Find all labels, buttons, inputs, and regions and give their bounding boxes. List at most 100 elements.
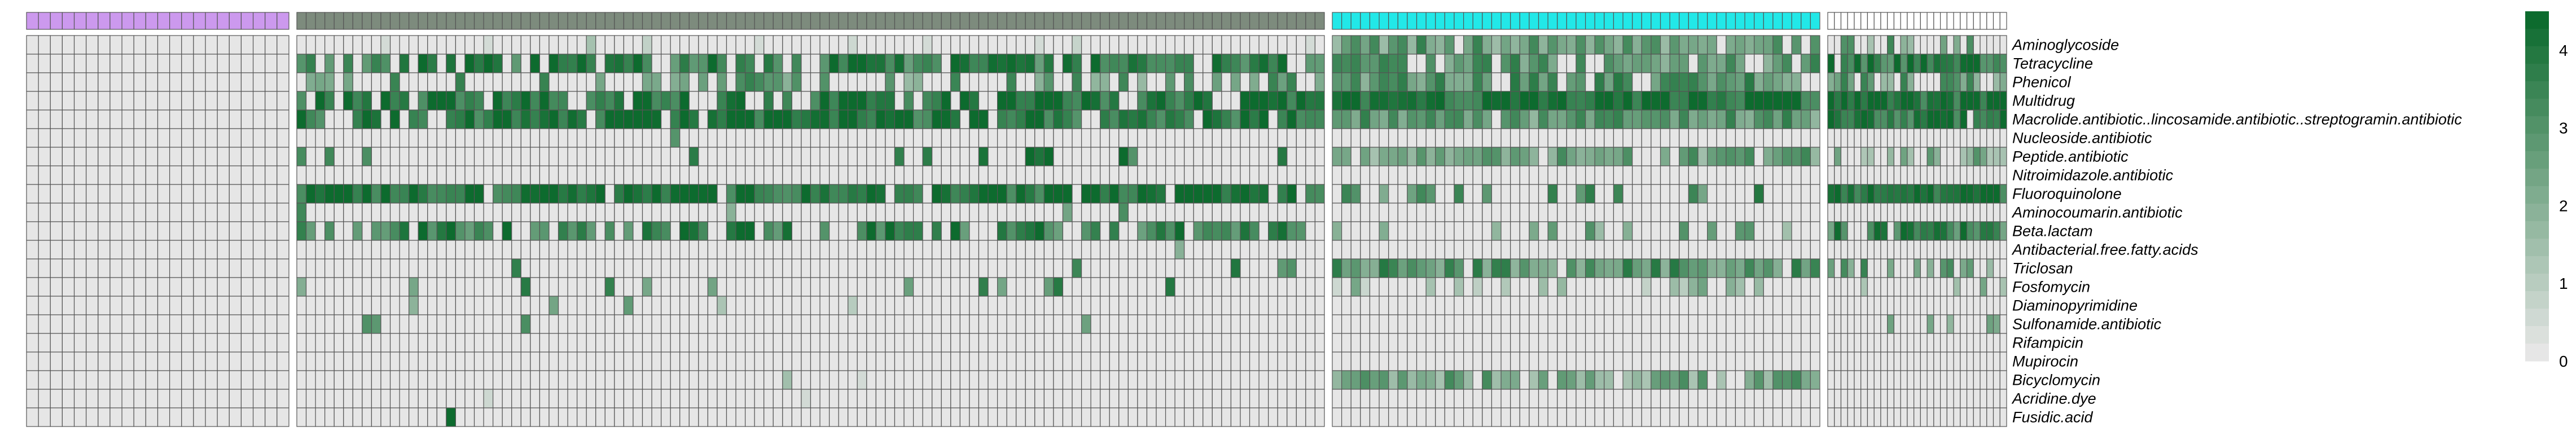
heatmap-cell xyxy=(848,165,858,185)
heatmap-cell xyxy=(1435,389,1445,408)
heatmap-cell xyxy=(1249,35,1260,55)
heatmap-cell xyxy=(829,333,839,353)
heatmap-cell xyxy=(1966,147,1974,166)
heatmap-cell xyxy=(530,314,541,334)
heatmap-cell xyxy=(1847,333,1855,353)
heatmap-cell xyxy=(577,407,587,427)
heatmap-cell xyxy=(1379,389,1389,408)
heatmap-cell xyxy=(217,147,230,166)
heatmap-cell xyxy=(1444,240,1455,260)
heatmap-cell xyxy=(1062,72,1073,92)
heatmap-cell xyxy=(1900,370,1908,390)
heatmap-cell xyxy=(530,91,541,111)
heatmap-cell xyxy=(903,296,914,315)
heatmap-cell xyxy=(1538,240,1548,260)
heatmap-cell xyxy=(642,296,652,315)
heatmap-cell xyxy=(1203,54,1213,73)
heatmap-cell xyxy=(1697,203,1708,222)
heatmap-cell xyxy=(1510,240,1520,260)
heatmap-cell xyxy=(1016,54,1026,73)
heatmap-cell xyxy=(1847,351,1855,371)
heatmap-cell xyxy=(1174,72,1185,92)
heatmap-cell xyxy=(1907,314,1915,334)
heatmap-cell xyxy=(1127,314,1138,334)
heatmap-cell xyxy=(455,54,466,73)
heatmap-cell xyxy=(157,389,170,408)
annotation-cell xyxy=(502,12,512,30)
annotation-cell xyxy=(707,12,718,30)
heatmap-cell xyxy=(782,407,792,427)
heatmap-cell xyxy=(205,72,218,92)
annotation-cell xyxy=(1966,12,1974,30)
heatmap-cell xyxy=(1604,91,1614,111)
heatmap-cell xyxy=(838,54,849,73)
heatmap-cell xyxy=(252,389,266,408)
heatmap-cell xyxy=(217,277,230,297)
heatmap-cell xyxy=(782,277,792,297)
heatmap-cell xyxy=(1025,296,1035,315)
heatmap-cell xyxy=(389,277,400,297)
heatmap-cell xyxy=(941,35,951,55)
heatmap-cell xyxy=(1491,128,1502,148)
heatmap-cell xyxy=(62,277,75,297)
heatmap-cell xyxy=(1847,54,1855,73)
heatmap-cell xyxy=(493,314,503,334)
heatmap-cell xyxy=(1090,109,1101,129)
heatmap-cell xyxy=(1109,258,1120,278)
heatmap-cell xyxy=(1454,184,1464,204)
heatmap-cell xyxy=(1240,370,1250,390)
heatmap-cell xyxy=(1118,203,1129,222)
heatmap-cell xyxy=(941,296,951,315)
annotation-cell xyxy=(50,12,63,30)
heatmap-cell xyxy=(1632,221,1642,241)
heatmap-cell xyxy=(1973,314,1981,334)
heatmap-cell xyxy=(169,258,182,278)
heatmap-cell xyxy=(997,407,1007,427)
heatmap-cell xyxy=(959,258,970,278)
heatmap-cell xyxy=(745,258,755,278)
heatmap-cell xyxy=(380,203,391,222)
heatmap-cell xyxy=(252,240,266,260)
heatmap-cell xyxy=(801,72,811,92)
heatmap-cell xyxy=(577,128,587,148)
heatmap-cell xyxy=(1946,314,1954,334)
heatmap-cell xyxy=(169,389,182,408)
heatmap-cell xyxy=(1165,165,1175,185)
heatmap-cell xyxy=(1840,351,1848,371)
annotation-cell xyxy=(1791,12,1802,30)
heatmap-cell xyxy=(511,35,521,55)
heatmap-cell xyxy=(1435,203,1445,222)
heatmap-cell xyxy=(1397,128,1408,148)
heatmap-cell xyxy=(661,35,671,55)
heatmap-cell xyxy=(698,407,708,427)
heatmap-cell xyxy=(343,165,353,185)
heatmap-cell xyxy=(1744,407,1755,427)
heatmap-cell xyxy=(1973,370,1981,390)
heatmap-cell xyxy=(838,351,849,371)
heatmap-cell xyxy=(903,333,914,353)
heatmap-cell xyxy=(1146,203,1157,222)
heatmap-cell xyxy=(642,203,652,222)
heatmap-cell xyxy=(988,370,998,390)
heatmap-cell xyxy=(857,333,867,353)
heatmap-cell xyxy=(1735,258,1745,278)
heatmap-cell xyxy=(1847,221,1855,241)
heatmap-cell xyxy=(1754,147,1764,166)
heatmap-cell xyxy=(633,277,643,297)
heatmap-cell xyxy=(754,72,765,92)
heatmap-cell xyxy=(912,240,923,260)
heatmap-cell xyxy=(1053,314,1064,334)
heatmap-cell xyxy=(1914,109,1921,129)
heatmap-cell xyxy=(217,128,230,148)
heatmap-cell xyxy=(371,389,381,408)
heatmap-cell xyxy=(1999,296,2007,315)
heatmap-cell xyxy=(1379,128,1389,148)
heatmap-cell xyxy=(1914,165,1921,185)
heatmap-cell xyxy=(109,240,122,260)
heatmap-cell xyxy=(1834,407,1842,427)
heatmap-cell xyxy=(265,128,278,148)
heatmap-cell xyxy=(941,258,951,278)
heatmap-cell xyxy=(1350,184,1361,204)
heatmap-cell xyxy=(829,221,839,241)
heatmap-cell xyxy=(38,184,51,204)
